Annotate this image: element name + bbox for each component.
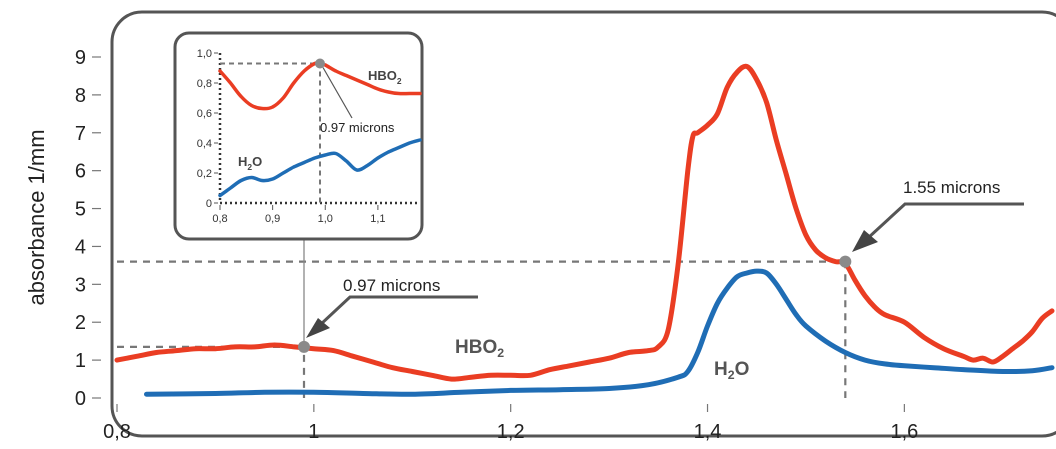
y-tick-label: 1 [75,350,86,372]
y-tick-label: 9 [75,47,86,69]
series-label-hbo2: HBO2 [455,337,504,360]
series-label-h2o-part: H [714,359,728,380]
inset-series-label-h2o-part: O [252,154,262,169]
y-tick-label: 4 [75,236,86,258]
inset-frame [173,31,424,241]
x-tick-label: 0,8 [103,421,131,443]
inset-callout-line [322,67,353,119]
inset-series-label-h2o-subscript: 2 [247,162,252,172]
series-line-h2o [144,268,1055,397]
inset-y-tick-label: 0,2 [197,168,212,180]
marker-155 [839,255,852,268]
inset-series-label-h2o-part: H [238,154,247,169]
callout-arrow-097 [306,318,330,338]
x-tick-label: 1,2 [497,421,525,443]
series-label-h2o: H2O [714,359,749,382]
inset-x-tick-label: 1,1 [370,213,385,225]
series-line-hbo2 [114,63,1055,382]
x-tick-label: 1,6 [890,421,918,443]
series-label-hbo2-part: HBO [455,337,497,358]
inset-annotation-097: 0.97 microns [320,120,395,135]
y-tick-label: 7 [75,123,86,145]
inset-marker-097 [315,58,325,69]
inset-x-tick-label: 1,0 [318,213,333,225]
annotation-155: 1.55 microns [903,178,1000,197]
series-label-h2o-part: O [735,359,750,380]
inset-y-tick-label: 0,4 [197,138,212,150]
annotation-097: 0.97 microns [343,276,440,295]
x-tick-label: 1 [308,421,319,443]
x-tick-label: 1,4 [694,421,722,443]
y-tick-label: 5 [75,199,86,221]
series-label-hbo2-subscript: 2 [497,346,504,360]
y-tick-label: 6 [75,161,86,183]
inset-x-tick-label: 0,8 [212,213,227,225]
inset-series-label-hbo2-subscript: 2 [397,76,402,86]
callout-arrow-155 [852,230,878,252]
inset-x-tick-label: 0,9 [265,213,280,225]
callout-line-155 [866,202,1024,240]
inset-series-label-hbo2: HBO2 [368,68,402,86]
y-tick-label: 3 [75,274,86,296]
inset-series-line-h2o [218,138,422,198]
y-tick-label: 2 [75,312,86,334]
inset-y-tick-label: 1,0 [197,48,212,60]
series-label-h2o-subscript: 2 [728,368,735,382]
marker-097 [298,340,310,353]
inset-series-label-hbo2-part: HBO [368,68,397,83]
inset-plot: 0 0,2 0,4 0,6 0,8 1,0 0,8 0,9 1,0 1,1 0.97 microns… [173,31,424,241]
y-tick-label: 0 [75,388,86,410]
callout-line-097 [318,295,478,327]
y-axis-title: absorbance 1/mm [24,129,49,305]
inset-y-tick-label: 0 [206,198,212,210]
y-tick-label: 8 [75,85,86,107]
inset-y-tick-label: 0,8 [197,78,212,90]
inset-y-tick-label: 0,6 [197,108,212,120]
main-plot: 0 1 2 3 4 5 6 7 8 9 0,8 1 1,2 1,4 1,6 absorbance 1/mm HB… [24,47,1055,443]
inset-series-label-h2o: H2O [238,154,262,172]
